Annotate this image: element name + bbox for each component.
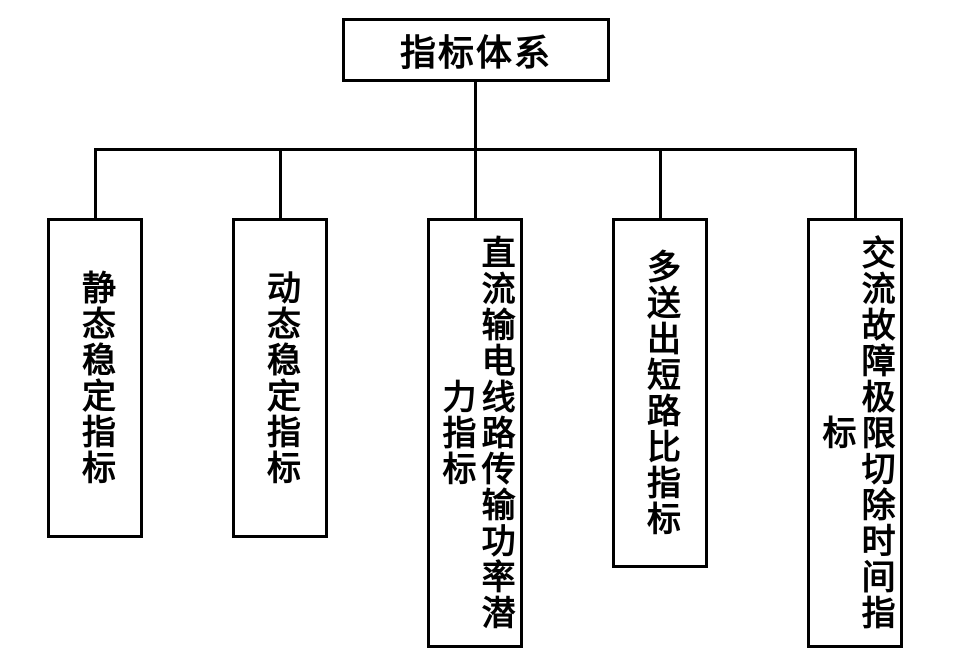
child-label-3: 多送出短路比指标	[640, 249, 679, 537]
root-label: 指标体系	[400, 24, 552, 76]
child-node-1: 动态稳定指标	[232, 218, 328, 538]
child-label-0: 静态稳定指标	[75, 270, 114, 486]
child-label-4: 交流故障极限切除时间指标	[816, 235, 894, 631]
child-label-2: 直流输电线路传输功率潜力指标	[436, 235, 514, 631]
connector-child-1	[279, 148, 282, 218]
child-label-1: 动态稳定指标	[260, 270, 299, 486]
diagram-canvas: 指标体系 静态稳定指标 动态稳定指标 直流输电线路传输功率潜力指标 多送出短路比…	[0, 0, 956, 668]
connector-child-2	[474, 148, 477, 218]
child-node-3: 多送出短路比指标	[612, 218, 708, 568]
connector-child-3	[659, 148, 662, 218]
connector-child-0	[94, 148, 97, 218]
connector-root-stem	[474, 82, 477, 148]
connector-child-4	[854, 148, 857, 218]
child-node-4: 交流故障极限切除时间指标	[807, 218, 903, 648]
root-node: 指标体系	[342, 18, 610, 82]
child-node-0: 静态稳定指标	[47, 218, 143, 538]
child-node-2: 直流输电线路传输功率潜力指标	[427, 218, 523, 648]
